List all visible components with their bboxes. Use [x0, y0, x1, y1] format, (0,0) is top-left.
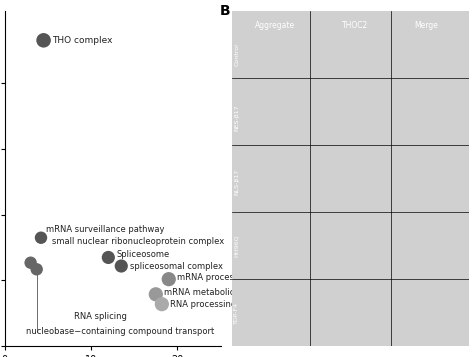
Text: RNA processing: RNA processing	[171, 300, 237, 309]
Text: Spliceosome: Spliceosome	[117, 250, 170, 259]
Text: mRNA surveillance pathway: mRNA surveillance pathway	[46, 225, 164, 234]
Point	[165, 276, 173, 282]
Text: spliceosomal complex: spliceosomal complex	[130, 262, 223, 271]
Point	[33, 266, 40, 272]
Point	[27, 260, 35, 266]
Text: small nuclear ribonucleoprotein complex: small nuclear ribonucleoprotein complex	[52, 236, 225, 246]
Text: RNA splicing: RNA splicing	[74, 312, 127, 321]
Text: B: B	[220, 4, 231, 18]
Point	[105, 255, 112, 260]
Point	[40, 37, 47, 43]
Text: Merge: Merge	[415, 21, 438, 30]
Text: TDP-F4: TDP-F4	[234, 302, 239, 324]
Text: Control: Control	[234, 43, 239, 66]
Text: nucleobase−containing compound transport: nucleobase−containing compound transport	[27, 327, 215, 336]
Point	[118, 263, 125, 269]
Point	[158, 301, 165, 307]
Text: mRNA metabolic process: mRNA metabolic process	[164, 288, 270, 297]
Text: THOC2: THOC2	[342, 21, 368, 30]
Text: THO complex: THO complex	[52, 36, 113, 45]
Text: Htt96Q: Htt96Q	[234, 234, 239, 257]
Text: mRNA processing: mRNA processing	[177, 273, 252, 282]
Point	[37, 235, 45, 241]
Text: NES-β17: NES-β17	[234, 105, 239, 131]
Text: Aggregate: Aggregate	[255, 21, 295, 30]
Text: NLS-β17: NLS-β17	[234, 169, 239, 195]
Point	[152, 291, 160, 297]
